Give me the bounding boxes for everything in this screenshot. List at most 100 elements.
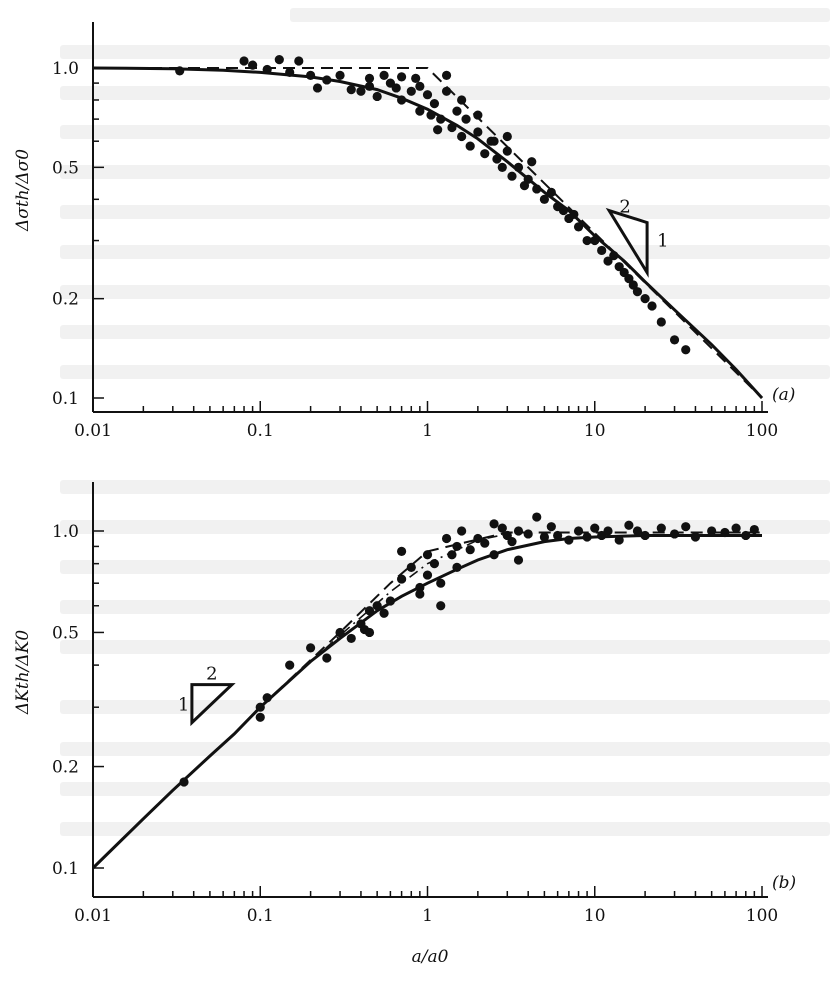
data-point xyxy=(452,106,462,116)
panel-label-a: (a) xyxy=(772,385,795,405)
data-point xyxy=(372,91,382,102)
data-point xyxy=(614,535,624,545)
data-point xyxy=(502,146,512,156)
data-point xyxy=(346,633,356,644)
data-point xyxy=(285,660,295,670)
data-point xyxy=(239,56,249,66)
data-point xyxy=(429,559,440,569)
data-point xyxy=(497,162,507,172)
data-point xyxy=(255,702,265,712)
data-point xyxy=(532,512,542,522)
data-point xyxy=(640,530,650,541)
x-tick-label: 1 xyxy=(422,906,433,926)
data-point xyxy=(609,251,619,261)
data-point xyxy=(624,520,634,530)
data-point xyxy=(656,317,666,327)
data-point xyxy=(573,526,584,536)
data-point xyxy=(507,171,517,181)
data-point xyxy=(396,72,407,82)
y-tick-label: 0.2 xyxy=(52,290,79,310)
y-tick-label: 1.0 xyxy=(52,59,79,79)
data-point xyxy=(473,533,483,544)
data-point xyxy=(553,530,563,541)
data-point xyxy=(385,596,395,606)
data-point xyxy=(415,106,425,116)
data-point xyxy=(447,122,457,133)
data-point xyxy=(546,187,556,197)
data-point xyxy=(379,70,389,80)
data-point xyxy=(513,526,524,536)
data-point xyxy=(452,541,462,552)
data-point xyxy=(379,608,389,618)
data-point xyxy=(364,627,375,638)
data-point xyxy=(396,546,407,556)
data-point xyxy=(391,83,401,93)
data-point xyxy=(741,530,751,541)
data-point xyxy=(312,83,323,93)
x-tick-label: 10 xyxy=(584,421,606,441)
data-point xyxy=(731,523,741,533)
slope-marker-b: 21 xyxy=(178,664,236,727)
data-point xyxy=(513,162,524,172)
solid-curve-a xyxy=(92,66,764,400)
dash-dot-line-b xyxy=(259,533,508,708)
data-point xyxy=(465,545,475,555)
x-tick-label: 0.01 xyxy=(74,906,112,926)
chart-panel-a: 0.01 0.1 1 10 100 0.10.20.51.0 Δσth/Δσ0 (a) … xyxy=(13,22,795,441)
data-point xyxy=(489,519,499,529)
data-point xyxy=(539,194,550,204)
data-points-a xyxy=(175,55,691,355)
data-point xyxy=(285,67,295,77)
data-point xyxy=(364,73,375,84)
data-point xyxy=(346,85,356,95)
axes-frame-a xyxy=(92,22,768,413)
data-point xyxy=(502,131,512,142)
data-point xyxy=(441,70,452,80)
data-point xyxy=(179,777,189,787)
data-point xyxy=(322,75,332,85)
data-point xyxy=(461,114,471,124)
data-point xyxy=(513,555,524,565)
data-point xyxy=(422,570,433,580)
y-axis-title-b: ΔKth/ΔK0 xyxy=(13,630,33,715)
data-point xyxy=(441,533,452,544)
solid-curve xyxy=(92,66,764,400)
data-point xyxy=(582,235,592,246)
data-point xyxy=(473,127,483,137)
data-point xyxy=(422,90,433,100)
data-point xyxy=(573,222,584,232)
x-tick-label: 10 xyxy=(584,906,606,926)
data-point xyxy=(436,601,446,611)
data-point xyxy=(262,64,272,75)
data-point xyxy=(356,86,366,96)
y-axis-title-a: Δσth/Δσ0 xyxy=(13,149,33,232)
slope-marker-a: 21 xyxy=(605,197,669,278)
data-point xyxy=(262,693,272,703)
data-point xyxy=(415,582,425,593)
data-point xyxy=(465,141,475,151)
data-point xyxy=(720,527,730,538)
panel-label-b: (b) xyxy=(772,873,796,893)
slope-triangle xyxy=(190,683,236,727)
data-point xyxy=(247,60,258,70)
x-tick-label: 100 xyxy=(746,906,778,926)
data-point xyxy=(603,256,613,266)
data-point xyxy=(597,245,607,256)
data-point xyxy=(457,131,467,142)
slope-run-label: 1 xyxy=(178,695,189,716)
data-point xyxy=(497,523,507,533)
data-point xyxy=(603,526,613,536)
data-point xyxy=(396,574,407,584)
y-tick-label: 0.5 xyxy=(52,158,79,178)
x-tick-label: 1 xyxy=(422,421,433,441)
data-point xyxy=(294,56,304,66)
data-point xyxy=(441,86,452,96)
data-point xyxy=(628,280,638,290)
data-point xyxy=(669,335,680,345)
x-tick-label: 100 xyxy=(746,421,778,441)
data-point xyxy=(305,70,316,80)
data-point xyxy=(489,136,499,146)
slope-run-label: 1 xyxy=(657,231,668,252)
x-tick-label: 0.01 xyxy=(74,421,112,441)
